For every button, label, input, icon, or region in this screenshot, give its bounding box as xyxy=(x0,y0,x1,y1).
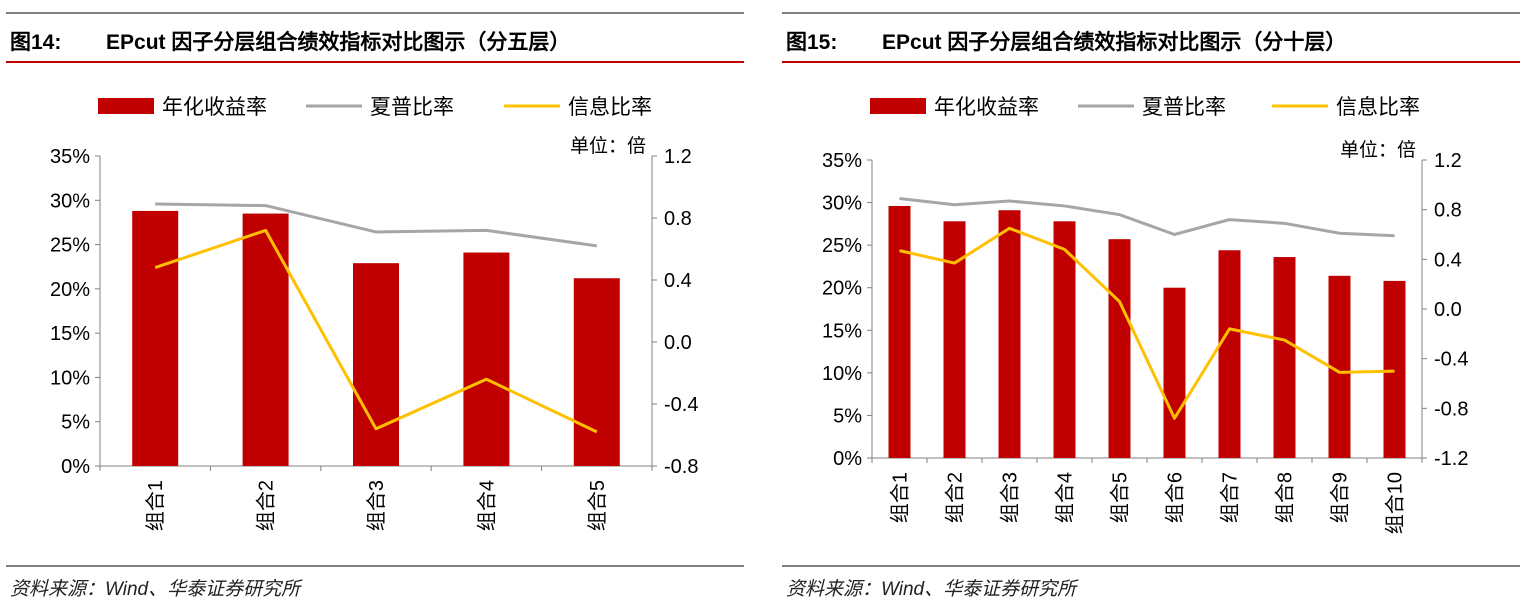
line-sharpe-ratio xyxy=(155,202,598,248)
category-label: 组合10 xyxy=(1384,472,1407,534)
legend-label: 信息比率 xyxy=(1336,96,1420,119)
left-tick-label: 35% xyxy=(50,146,90,168)
category-label: 组合7 xyxy=(1219,472,1242,523)
left-tick-label: 15% xyxy=(50,323,90,345)
bar-annual-return xyxy=(888,205,911,458)
legend-label: 夏普比率 xyxy=(1142,96,1226,119)
left-tick-label: 10% xyxy=(822,363,862,385)
bar-annual-return xyxy=(132,210,179,466)
source-note: 资料来源：Wind、华泰证券研究所 xyxy=(10,579,301,600)
bar-annual-return xyxy=(998,210,1021,458)
left-tick-label: 5% xyxy=(61,412,90,434)
legend-item: 夏普比率 xyxy=(306,96,454,119)
legend-label: 年化收益率 xyxy=(934,96,1039,119)
legend-swatch xyxy=(98,98,154,114)
title-rule xyxy=(782,61,1520,63)
source-note: 资料来源：Wind、华泰证券研究所 xyxy=(786,579,1077,600)
right-tick-label: -0.8 xyxy=(1434,398,1468,420)
bottom-rule xyxy=(6,565,744,567)
legend-item: 信息比率 xyxy=(1272,96,1420,119)
figure-number: 图14: xyxy=(10,31,62,54)
right-tick-label: -0.4 xyxy=(1434,349,1468,371)
category-label: 组合8 xyxy=(1274,472,1297,523)
left-tick-label: 30% xyxy=(50,190,90,212)
legend-label: 年化收益率 xyxy=(162,96,267,119)
bar-annual-return xyxy=(1108,239,1131,458)
left-tick-label: 25% xyxy=(822,235,862,257)
right-tick-label: 0.0 xyxy=(664,332,692,354)
line-information-ratio xyxy=(154,228,598,434)
bar-annual-return xyxy=(573,278,620,466)
line-sharpe-ratio xyxy=(899,197,1395,238)
category-label: 组合1 xyxy=(889,472,912,523)
right-tick-label: 1.2 xyxy=(664,146,692,168)
unit-label: 单位：倍 xyxy=(1340,139,1416,161)
right-tick-label: 1.2 xyxy=(1434,150,1462,172)
right-tick-label: 0.8 xyxy=(1434,200,1462,222)
legend-swatch xyxy=(870,98,926,114)
legend-item: 年化收益率 xyxy=(98,96,267,119)
title-rule xyxy=(6,61,744,63)
category-label: 组合6 xyxy=(1164,472,1187,523)
bar-annual-return xyxy=(1273,257,1296,458)
category-label: 组合9 xyxy=(1329,472,1352,523)
top-rule xyxy=(782,12,1520,14)
bar-annual-return xyxy=(353,263,399,466)
category-label: 组合5 xyxy=(1109,472,1132,523)
legend-item: 夏普比率 xyxy=(1078,96,1226,119)
bar-annual-return xyxy=(463,252,510,466)
left-tick-label: 15% xyxy=(822,320,862,342)
right-tick-label: -0.4 xyxy=(664,394,698,416)
left-tick-label: 30% xyxy=(822,193,862,215)
legend: 年化收益率 夏普比率 信息比率 xyxy=(98,96,652,119)
left-tick-label: 20% xyxy=(50,279,90,301)
category-label: 组合3 xyxy=(999,472,1022,523)
left-tick-label: 0% xyxy=(833,448,862,470)
legend-item: 信息比率 xyxy=(504,96,652,119)
figure-panel-right: 图15: EPcut 因子分层组合绩效指标对比图示（分十层） 年化收益率 夏普比率… xyxy=(782,0,1520,608)
figure-title: EPcut 因子分层组合绩效指标对比图示（分五层） xyxy=(106,31,571,54)
legend-label: 信息比率 xyxy=(568,96,652,119)
figure-panel-left: 图14: EPcut 因子分层组合绩效指标对比图示（分五层） 年化收益率 夏普比率… xyxy=(6,0,744,608)
category-label: 组合2 xyxy=(255,480,278,531)
bottom-rule xyxy=(782,565,1520,567)
right-tick-label: 0.8 xyxy=(664,208,692,230)
bar-annual-return xyxy=(1163,287,1186,458)
legend-label: 夏普比率 xyxy=(370,96,454,119)
right-tick-label: 0.0 xyxy=(1434,299,1462,321)
top-rule xyxy=(6,12,744,14)
category-label: 组合4 xyxy=(1054,472,1077,523)
bar-annual-return xyxy=(1053,221,1076,458)
right-tick-label: -1.2 xyxy=(1434,448,1468,470)
left-tick-label: 25% xyxy=(50,235,90,257)
figure-number: 图15: xyxy=(786,31,838,54)
bar-annual-return xyxy=(1218,250,1241,458)
line-information-ratio xyxy=(899,226,1395,420)
left-tick-label: 0% xyxy=(61,456,90,478)
unit-label: 单位：倍 xyxy=(570,135,646,157)
left-tick-label: 5% xyxy=(833,405,862,427)
figure-title: EPcut 因子分层组合绩效指标对比图示（分十层） xyxy=(882,31,1347,54)
category-label: 组合2 xyxy=(944,472,967,523)
bar-annual-return xyxy=(1383,280,1406,458)
category-label: 组合3 xyxy=(365,480,388,531)
right-tick-label: -0.8 xyxy=(664,456,698,478)
legend: 年化收益率 夏普比率 信息比率 xyxy=(870,96,1420,119)
right-tick-label: 0.4 xyxy=(664,270,692,292)
bar-annual-return xyxy=(1328,275,1351,458)
category-label: 组合1 xyxy=(144,480,167,531)
right-tick-label: 0.4 xyxy=(1434,249,1462,271)
category-label: 组合5 xyxy=(586,480,609,531)
bar-annual-return xyxy=(943,221,966,458)
legend-item: 年化收益率 xyxy=(870,96,1039,119)
bar-annual-return xyxy=(242,213,289,466)
left-tick-label: 35% xyxy=(822,150,862,172)
left-tick-label: 20% xyxy=(822,278,862,300)
category-label: 组合4 xyxy=(475,480,498,531)
left-tick-label: 10% xyxy=(50,367,90,389)
